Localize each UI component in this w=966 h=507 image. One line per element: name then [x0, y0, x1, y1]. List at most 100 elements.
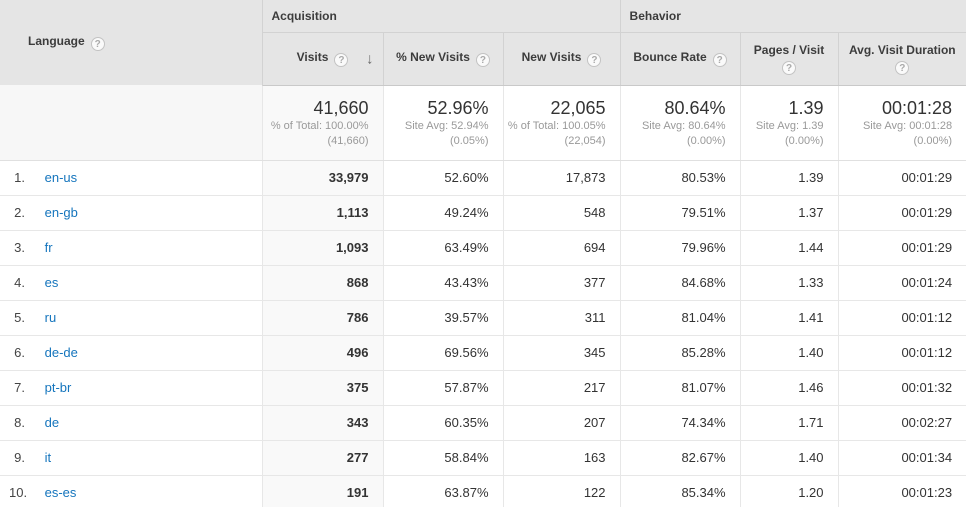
- language-link[interactable]: fr: [44, 240, 53, 255]
- pct-new-visits-cell: 63.49%: [383, 230, 504, 266]
- total-pages-per-visit-value: 1.39: [788, 97, 824, 118]
- avg-duration-cell: 00:01:32: [838, 370, 966, 406]
- help-icon[interactable]: ?: [782, 60, 797, 75]
- bounce-rate-cell: 74.34%: [620, 405, 741, 441]
- language-cell: 10. es-es: [0, 475, 263, 507]
- total-visits-value: 41,660: [313, 97, 369, 118]
- new-visits-header-label: New Visits: [521, 50, 582, 64]
- rank-label: 3.: [14, 240, 25, 255]
- help-icon[interactable]: ?: [475, 53, 490, 67]
- help-icon[interactable]: ?: [90, 37, 105, 51]
- table-body: 41,660 % of Total: 100.00% (41,660) 52.9…: [0, 85, 966, 507]
- table-row: 7. pt-br 375 57.87% 217 81.07% 1.46 00:0…: [0, 370, 966, 406]
- language-cell: 1. en-us: [0, 160, 263, 196]
- avg-duration-cell: 00:01:23: [838, 475, 966, 507]
- bounce-rate-cell: 85.34%: [620, 475, 741, 507]
- totals-pages-per-visit-cell: 1.39 Site Avg: 1.39 (0.00%): [740, 85, 839, 161]
- language-link[interactable]: pt-br: [44, 380, 72, 395]
- language-link[interactable]: en-gb: [44, 205, 78, 220]
- bounce-rate-cell: 79.51%: [620, 195, 741, 231]
- pct-new-visits-cell: 63.87%: [383, 475, 504, 507]
- totals-visits-cell: 41,660 % of Total: 100.00% (41,660): [262, 85, 384, 161]
- totals-row: 41,660 % of Total: 100.00% (41,660) 52.9…: [0, 85, 966, 161]
- rank-label: 10.: [9, 485, 28, 500]
- table-row: 5. ru 786 39.57% 311 81.04% 1.41 00:01:1…: [0, 300, 966, 336]
- help-icon[interactable]: ?: [895, 60, 910, 75]
- new-visits-cell: 311: [503, 300, 621, 336]
- pct-new-visits-header-label: % New Visits: [396, 50, 470, 64]
- total-avg-duration-delta: (0.00%): [913, 134, 953, 147]
- rank-label: 5.: [14, 310, 25, 325]
- visits-cell: 1,093: [262, 230, 384, 266]
- pct-new-visits-cell: 60.35%: [383, 405, 504, 441]
- pages-per-visit-cell: 1.71: [740, 405, 839, 441]
- total-avg-duration-value: 00:01:28: [881, 97, 953, 118]
- group-header-behavior: Behavior: [620, 0, 966, 33]
- totals-pct-new-visits-cell: 52.96% Site Avg: 52.94% (0.05%): [383, 85, 504, 161]
- table-row: 3. fr 1,093 63.49% 694 79.96% 1.44 00:01…: [0, 230, 966, 266]
- behavior-group-label: Behavior: [629, 8, 681, 23]
- total-bounce-rate-delta: (0.00%): [687, 134, 726, 147]
- help-icon[interactable]: ?: [587, 53, 602, 67]
- rank-label: 2.: [14, 205, 25, 220]
- avg-duration-cell: 00:01:24: [838, 265, 966, 301]
- pct-new-visits-cell: 58.84%: [383, 440, 504, 476]
- column-header-pages-per-visit[interactable]: Pages / Visit ?: [740, 32, 839, 86]
- help-icon[interactable]: ?: [334, 53, 349, 67]
- help-icon[interactable]: ?: [712, 53, 727, 67]
- visits-cell: 375: [262, 370, 384, 406]
- table-row: 9. it 277 58.84% 163 82.67% 1.40 00:01:3…: [0, 440, 966, 476]
- pct-new-visits-cell: 57.87%: [383, 370, 504, 406]
- table-row: 1. en-us 33,979 52.60% 17,873 80.53% 1.3…: [0, 160, 966, 196]
- new-visits-cell: 163: [503, 440, 621, 476]
- language-link[interactable]: es-es: [44, 485, 77, 500]
- bounce-rate-cell: 82.67%: [620, 440, 741, 476]
- language-link[interactable]: es: [44, 275, 59, 290]
- avg-duration-cell: 00:02:27: [838, 405, 966, 441]
- total-pct-new-site-avg: Site Avg: 52.94%: [404, 119, 489, 132]
- language-link[interactable]: de: [44, 415, 60, 430]
- language-link[interactable]: de-de: [44, 345, 78, 360]
- avg-duration-cell: 00:01:29: [838, 230, 966, 266]
- total-pages-per-visit-site-avg: Site Avg: 1.39: [755, 119, 824, 132]
- pages-per-visit-cell: 1.37: [740, 195, 839, 231]
- language-link[interactable]: ru: [44, 310, 57, 325]
- language-cell: 5. ru: [0, 300, 263, 336]
- column-header-pct-new-visits[interactable]: % New Visits?: [383, 32, 504, 86]
- sort-descending-icon: ↓: [366, 50, 374, 67]
- bounce-rate-cell: 79.96%: [620, 230, 741, 266]
- column-header-language[interactable]: Language?: [0, 0, 263, 85]
- column-header-avg-visit-duration[interactable]: Avg. Visit Duration ?: [838, 32, 966, 86]
- visits-cell: 191: [262, 475, 384, 507]
- pages-per-visit-cell: 1.40: [740, 335, 839, 371]
- totals-bounce-rate-cell: 80.64% Site Avg: 80.64% (0.00%): [620, 85, 741, 161]
- visits-cell: 868: [262, 265, 384, 301]
- group-header-acquisition: Acquisition: [262, 0, 621, 33]
- bounce-rate-cell: 81.07%: [620, 370, 741, 406]
- avg-duration-cell: 00:01:34: [838, 440, 966, 476]
- language-link[interactable]: en-us: [44, 170, 78, 185]
- column-header-new-visits[interactable]: New Visits?: [503, 32, 621, 86]
- language-cell: 7. pt-br: [0, 370, 263, 406]
- new-visits-cell: 207: [503, 405, 621, 441]
- column-header-visits[interactable]: Visits? ↓: [262, 32, 384, 86]
- pages-per-visit-cell: 1.39: [740, 160, 839, 196]
- language-cell: 4. es: [0, 265, 263, 301]
- total-pct-new-value: 52.96%: [427, 97, 489, 118]
- language-cell: 9. it: [0, 440, 263, 476]
- new-visits-cell: 345: [503, 335, 621, 371]
- column-header-bounce-rate[interactable]: Bounce Rate?: [620, 32, 741, 86]
- bounce-rate-cell: 80.53%: [620, 160, 741, 196]
- language-cell: 3. fr: [0, 230, 263, 266]
- pages-per-visit-cell: 1.44: [740, 230, 839, 266]
- total-pct-new-delta: (0.05%): [449, 134, 489, 147]
- total-visits-pct-of-total: % of Total: 100.00%: [270, 119, 369, 132]
- visits-cell: 1,113: [262, 195, 384, 231]
- bounce-rate-cell: 81.04%: [620, 300, 741, 336]
- new-visits-cell: 694: [503, 230, 621, 266]
- new-visits-cell: 122: [503, 475, 621, 507]
- language-link[interactable]: it: [44, 450, 52, 465]
- metric-group-header-row: Language? Acquisition Behavior: [0, 0, 966, 85]
- totals-new-visits-cell: 22,065 % of Total: 100.05% (22,054): [503, 85, 621, 161]
